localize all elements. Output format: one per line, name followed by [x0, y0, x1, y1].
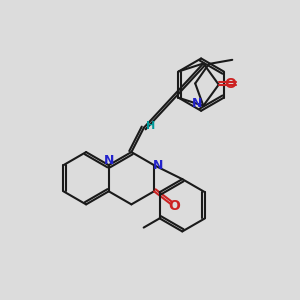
Text: O: O — [169, 199, 181, 213]
Text: N: N — [153, 159, 164, 172]
Text: H: H — [146, 121, 155, 131]
Text: O: O — [225, 77, 236, 91]
Text: N: N — [104, 154, 115, 166]
Text: N: N — [192, 97, 203, 110]
